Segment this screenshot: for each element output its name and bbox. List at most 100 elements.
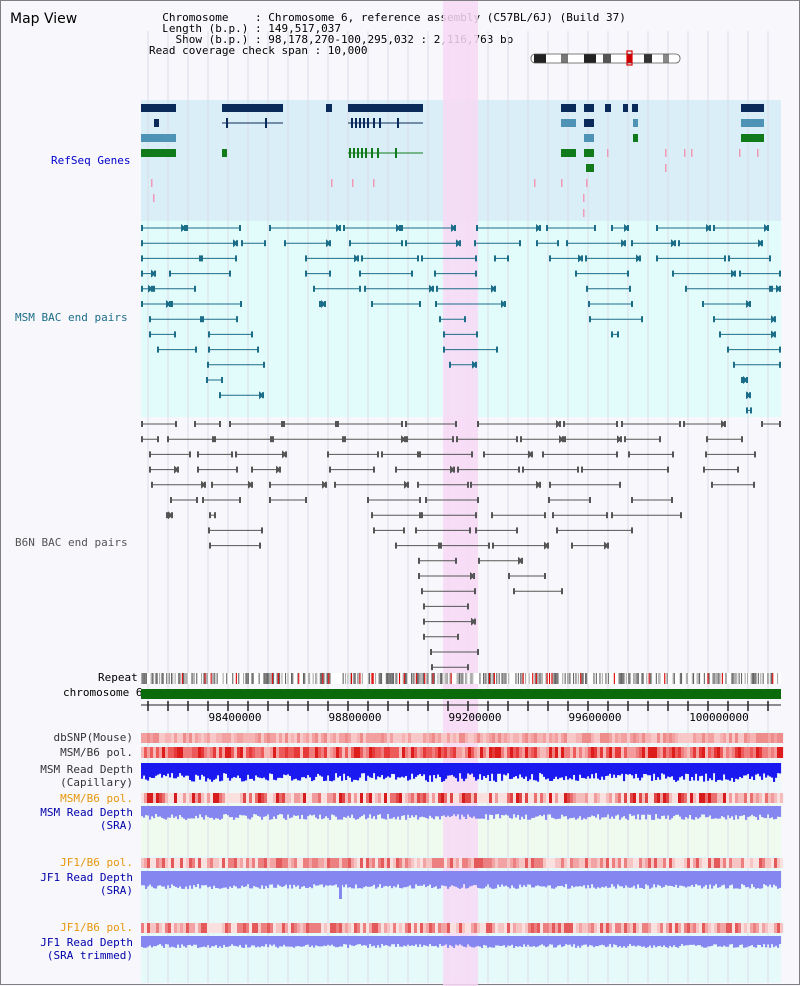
read-depth-bar [751, 871, 754, 885]
read-depth-bar [569, 871, 572, 889]
polymorphism-cell [261, 747, 265, 758]
read-depth-bar [663, 763, 666, 775]
repeat-element [203, 673, 205, 684]
repeat-element [613, 673, 615, 684]
read-depth-bar [635, 871, 638, 889]
read-depth-bar [389, 806, 392, 819]
read-depth-bar [659, 871, 662, 886]
polymorphism-cell [423, 747, 427, 758]
polymorphism-cell [480, 858, 484, 868]
read-depth-bar [429, 763, 432, 776]
read-depth-bar [199, 936, 202, 948]
polymorphism-cell [744, 858, 748, 868]
gene-exon [363, 118, 365, 128]
read-depth-bar [291, 871, 294, 889]
polymorphism-cell [264, 733, 268, 743]
bac-end-arrow [404, 480, 409, 489]
read-depth-bar [503, 806, 506, 816]
polymorphism-cell [234, 923, 238, 933]
polymorphism-cell [156, 793, 160, 803]
polymorphism-cell [777, 747, 781, 758]
bac-end [405, 421, 407, 427]
polymorphism-cell [498, 733, 502, 743]
read-depth-bar [599, 763, 602, 780]
polymorphism-cell [696, 858, 700, 868]
read-depth-bar [701, 871, 704, 889]
repeat-element [353, 673, 355, 684]
read-depth-bar [531, 936, 534, 947]
polymorphism-cell [711, 733, 715, 743]
read-depth-bar [417, 763, 420, 776]
read-depth-bar [627, 806, 630, 820]
polymorphism-cell [210, 733, 214, 743]
read-depth-bar [721, 763, 724, 781]
read-depth-bar [661, 871, 664, 888]
polymorphism-cell [429, 858, 433, 868]
read-depth-bar [401, 871, 404, 889]
polymorphism-cell [342, 858, 346, 868]
read-depth-bar [417, 936, 420, 947]
read-depth-bar [233, 806, 236, 820]
ideogram-band [546, 54, 561, 63]
polymorphism-cell [438, 793, 442, 803]
read-depth-bar [429, 871, 432, 885]
read-depth-bar [657, 763, 660, 778]
read-depth-bar [675, 763, 678, 782]
ideogram-band [534, 54, 546, 63]
read-depth-bar [405, 763, 408, 776]
repeat-element [635, 673, 637, 684]
axis-tick-label: 100000000 [689, 711, 749, 724]
read-depth-bar [191, 763, 194, 782]
read-depth-bar [747, 936, 750, 947]
polymorphism-cell [426, 747, 430, 758]
read-depth-bar [567, 806, 570, 820]
read-depth-bar [371, 763, 374, 778]
read-depth-bar [629, 871, 632, 888]
polymorphism-cell [621, 747, 625, 758]
polymorphism-cell [141, 923, 145, 933]
polymorphism-cell [570, 747, 574, 758]
polymorphism-cell [618, 858, 622, 868]
read-depth-bar [775, 806, 778, 819]
read-depth-bar [689, 806, 692, 815]
polymorphism-cell [657, 733, 661, 743]
read-depth-bar [239, 936, 242, 946]
gene-arrow [141, 134, 146, 142]
polymorphism-cell [483, 858, 487, 868]
polymorphism-cell [708, 858, 712, 868]
bac-end [284, 240, 286, 247]
refseq-track-label: RefSeq Genes [51, 154, 131, 167]
read-depth-bar [455, 806, 458, 817]
read-depth-bar [421, 763, 424, 777]
polymorphism-cell [213, 793, 217, 803]
bac-end [170, 497, 172, 503]
polymorphism-cell [297, 858, 301, 868]
read-depth-bar [283, 871, 286, 887]
repeat-element [502, 673, 504, 684]
read-depth-bar [681, 763, 684, 777]
polymorphism-cell [528, 733, 532, 743]
read-depth-bar [515, 936, 518, 947]
polymorphism-cell [549, 793, 553, 803]
polymorphism-cell [234, 858, 238, 868]
read-depth-bar [151, 763, 154, 778]
read-depth-bar [587, 806, 590, 818]
read-depth-bar [309, 936, 312, 947]
polymorphism-cell [294, 733, 298, 743]
polymorphism-cell [321, 733, 325, 743]
polymorphism-cell [144, 923, 148, 933]
polymorphism-cell [357, 793, 361, 803]
repeat-element [535, 673, 537, 684]
chromosome-ideogram [530, 53, 681, 64]
read-depth-bar [395, 936, 398, 947]
repeat-element [703, 673, 705, 684]
repeat-element [646, 673, 648, 684]
polymorphism-cell [723, 747, 727, 758]
read-depth-bar [559, 763, 562, 778]
polymorphism-cell [228, 923, 232, 933]
polymorphism-cell [498, 858, 502, 868]
polymorphism-cell [231, 747, 235, 758]
polymorphism-cell [597, 858, 601, 868]
polymorphism-cell [144, 747, 148, 758]
